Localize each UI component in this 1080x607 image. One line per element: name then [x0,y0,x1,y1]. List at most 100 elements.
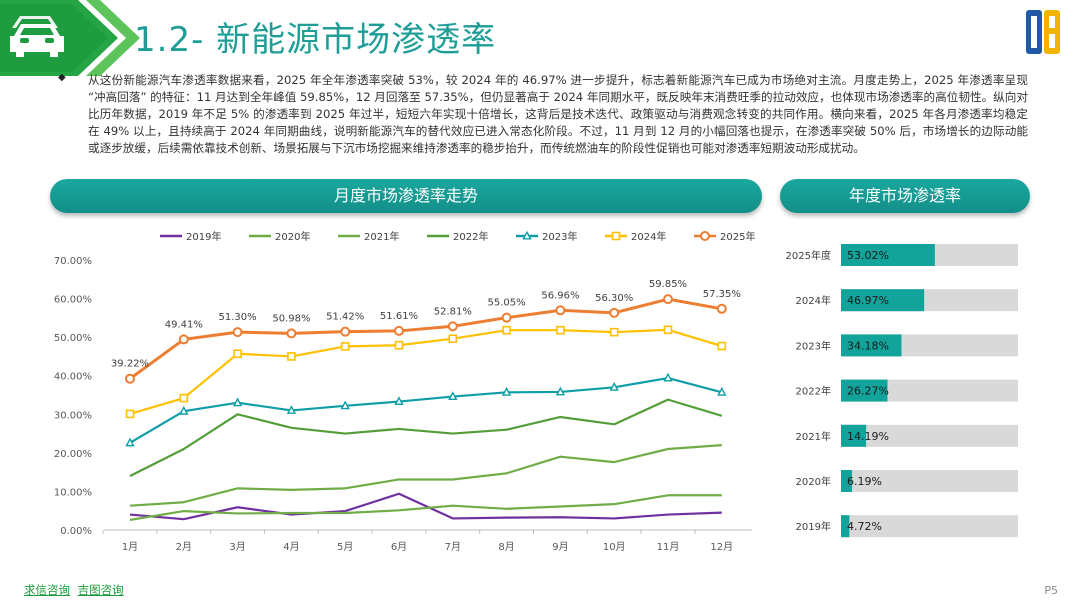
data-point [232,327,243,338]
legend-label: 2024年 [631,230,666,243]
bar-value-label: 6.19% [847,475,882,488]
data-point [287,352,296,361]
series-2021年 [129,444,722,507]
data-label: 51.61% [380,311,418,322]
bar-track [841,424,1018,447]
data-label: 49.41% [165,319,203,330]
data-point [501,387,512,396]
series-line [129,494,722,522]
footer-links: 求信咨询 吉图咨询 [24,582,128,598]
legend-marker [700,231,710,241]
y-tick-label: 40.00% [54,372,92,383]
legend-label: 2023年 [542,230,577,243]
x-tick-label: 1月 [122,541,138,553]
data-point [394,325,404,336]
data-label: 39.22% [111,359,149,370]
data-point [556,325,565,335]
series-2023年 [125,372,727,447]
monthly-line-chart: 0.00% 10.00% 20.00% 30.00% 40.00% 50.00% 60.00… [54,230,756,553]
data-point [447,321,458,332]
legend-item: 2020年 [249,230,310,243]
x-tick-label: 4月 [283,541,299,553]
bar [841,515,850,538]
x-tick-label: 12月 [710,541,733,553]
legend-item: 2023年 [516,230,577,243]
legend-label: 2020年 [275,230,310,243]
data-point [716,303,727,314]
data-point [394,396,404,406]
series-line [129,398,723,477]
bar-category-label: 2019年 [796,520,831,533]
x-tick-label: 7月 [445,541,461,553]
data-point [179,405,189,415]
data-point [663,372,673,382]
data-point [340,326,351,337]
series-2024年 [125,325,727,419]
data-label: 51.42% [326,312,364,323]
data-point [609,381,619,391]
data-point [179,393,189,403]
legend-item: 2025年 [694,230,755,243]
bar-category-label: 2022年 [796,385,831,398]
series-line [129,376,723,444]
legend-item: 2024年 [605,230,666,243]
bar-category-label: 2024年 [796,294,831,307]
data-point [448,391,458,401]
y-tick-label: 20.00% [54,449,92,460]
bar-value-label: 53.02% [847,249,889,262]
monthly-trend-title: 月度市场渗透率走势 [50,179,762,213]
data-point [286,328,297,339]
bar-value-label: 46.97% [847,294,889,307]
footer-link-jitu[interactable]: 吉图咨询 [77,583,124,597]
db-logo [1026,10,1060,54]
page-number: P5 [1044,584,1058,597]
data-point [125,437,135,447]
data-point [501,312,512,323]
bar [841,470,852,492]
data-point [555,386,566,396]
legend-marker [522,230,532,240]
data-point [286,405,297,414]
bar-value-label: 34.18% [847,339,889,352]
annual-penetration-title: 年度市场渗透率 [780,179,1030,213]
y-tick-label: 70.00% [54,256,92,267]
data-point [555,305,566,316]
y-tick-label: 10.00% [54,487,92,498]
data-point [340,342,350,351]
data-point [232,397,243,407]
series-line [129,297,723,380]
data-label: 51.30% [219,312,257,323]
data-point [609,327,619,337]
legend-item: 2019年 [160,230,221,243]
x-tick-label: 3月 [229,541,245,553]
data-label: 50.98% [272,313,310,324]
series-line [129,492,722,521]
data-point [448,334,458,343]
data-point [233,349,242,359]
data-point [178,334,189,345]
y-tick-label: 60.00% [54,295,92,306]
bar-category-label: 2023年 [796,339,831,352]
bar [841,424,867,447]
series-line [129,444,722,507]
series-2019年 [129,492,722,521]
bar-category-label: 2020年 [796,475,831,488]
bar [841,289,925,312]
bar [841,334,902,357]
data-point [609,307,620,318]
footer-link-qiuxin[interactable]: 求信咨询 [24,583,70,597]
data-label: 59.85% [649,279,687,290]
bar-category-label: 2025年度 [786,249,831,262]
x-tick-label: 9月 [552,541,568,553]
annual-bar-chart: 2025年度 53.02% 2024年 46.97% 2023年 34.18% 2022年 2… [786,244,1018,538]
data-point [125,373,135,384]
legend-label: 2025年 [720,230,755,243]
y-tick-label: 50.00% [54,333,92,344]
data-point [340,400,350,410]
legend-label: 2019年 [186,230,221,243]
data-point [394,340,404,350]
intro-bullet-icon: ◆ [58,72,66,83]
car-icon [10,16,64,57]
data-label: 52.81% [434,306,472,317]
data-point [502,325,511,335]
